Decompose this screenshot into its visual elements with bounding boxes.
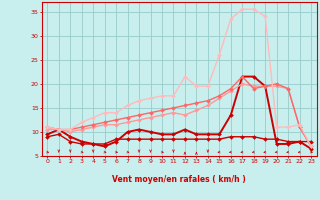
X-axis label: Vent moyen/en rafales ( km/h ): Vent moyen/en rafales ( km/h ) (112, 175, 246, 184)
